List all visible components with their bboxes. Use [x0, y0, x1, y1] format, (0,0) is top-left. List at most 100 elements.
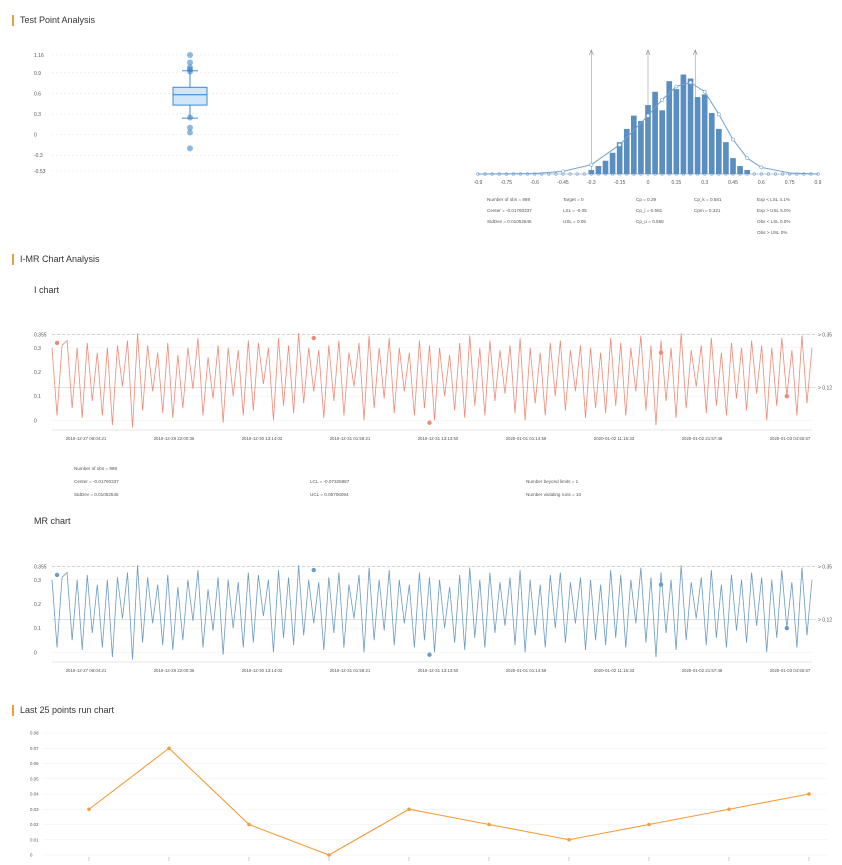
- run-chart-y-tick: 0.01: [30, 837, 39, 842]
- boxplot-outlier: [187, 52, 193, 58]
- mr-chart-highlight-point: [427, 652, 432, 657]
- histogram-stat: Cp_l = 0.581: [636, 208, 663, 213]
- mr-chart-series-line: [51, 565, 813, 660]
- boxplot-outlier: [187, 124, 193, 131]
- histogram-baseline-marker: [795, 172, 799, 176]
- histogram-bar: [673, 89, 680, 174]
- run-chart-point: [87, 807, 91, 812]
- boxplot-outlier: [187, 129, 193, 136]
- histogram-stat: LSL = -0.05: [563, 208, 587, 213]
- run-chart-y-tick: 0.04: [30, 792, 39, 797]
- mr-chart-y-tick: 0.1: [34, 626, 41, 632]
- histogram-bar: [616, 142, 623, 174]
- i-stat-lcl: LCL = -0.07325987: [310, 479, 350, 484]
- mr-chart-title: MR chart: [34, 516, 71, 526]
- histogram-bar: [609, 152, 616, 174]
- histogram-fit-point: [716, 112, 721, 117]
- mr-chart-x-tick: 2020-01-02 11:15:33: [594, 668, 635, 673]
- section-title-test-point: Test Point Analysis: [12, 15, 95, 26]
- histogram-bar: [730, 158, 736, 174]
- i-chart-title: I chart: [34, 285, 60, 295]
- histogram-baseline-marker: [766, 172, 771, 176]
- run-chart-y-tick: 0.03: [30, 807, 39, 812]
- histogram-stat: Cpm = 0.321: [694, 208, 721, 213]
- histogram-x-tick: -0.15: [614, 180, 626, 186]
- histogram-bar: [744, 170, 750, 174]
- i-chart-y-tick: 0.1: [34, 394, 41, 400]
- boxplot-outlier: [187, 68, 193, 75]
- mr-chart-highlight-point: [311, 567, 316, 573]
- histogram-fit-point: [688, 80, 693, 85]
- i-chart-highlight-point: [311, 335, 316, 341]
- i-chart-x-tick: 2020-01-01 01:14:59: [506, 436, 547, 441]
- histogram-bar: [623, 128, 630, 174]
- histogram-fit-point: [731, 137, 735, 142]
- histogram-stat: Exp < LSL 4.1%: [757, 197, 790, 202]
- i-chart-x-tick: 2019-12-27 08:04:21: [66, 436, 107, 441]
- histogram-bar: [602, 160, 609, 174]
- run-chart-y-tick: 0: [30, 853, 33, 858]
- run-chart-y-tick: 0.07: [30, 746, 39, 751]
- i-chart-ucl-label: > 0.35: [818, 332, 832, 338]
- histogram-stat: Target = 0: [563, 197, 584, 202]
- histogram-x-tick: -0.75: [501, 180, 513, 186]
- histogram-x-tick: 0.6: [758, 180, 765, 186]
- histogram-bar: [652, 91, 658, 174]
- mr-chart-x-tick: 2019-12-29 22:00:36: [154, 668, 195, 673]
- i-chart-x-tick: 2019-12-31 01:58:21: [330, 436, 371, 441]
- histogram-x-tick: -0.45: [557, 180, 569, 186]
- i-chart-x-tick: 2020-01-02 21:57:48: [682, 436, 723, 441]
- run-chart-point: [247, 822, 251, 827]
- i-stat-ucl: UCL = 0.05706094: [310, 492, 349, 497]
- mr-chart-y-tick: 0.355: [34, 564, 47, 570]
- i-chart-highlight-point: [54, 340, 60, 346]
- histogram-stat: USL = 0.05: [563, 219, 586, 224]
- histogram-spec-arrow: [589, 49, 594, 56]
- histogram-bar: [737, 166, 743, 174]
- run-chart-y-tick: 0.02: [30, 822, 39, 827]
- histogram-fit-point: [674, 84, 679, 89]
- run-chart-y-tick: 0.06: [30, 761, 39, 766]
- run-chart-point: [327, 853, 331, 857]
- histogram-baseline-marker: [773, 172, 778, 176]
- mr-chart-x-tick: 2020-01-01 01:14:59: [506, 668, 547, 673]
- i-chart-y-tick: 0.2: [34, 370, 41, 376]
- histogram-stat: Number of obs = 998: [487, 197, 531, 202]
- histogram-x-tick: 0.3: [701, 180, 708, 186]
- histogram-bar: [638, 120, 644, 174]
- histogram-x-tick: -0.3: [587, 180, 596, 186]
- boxplot-y-tick: 0.9: [34, 71, 41, 77]
- histogram-x-tick: 0.45: [728, 180, 738, 186]
- run-chart-y-tick: 0.08: [30, 731, 39, 736]
- histogram-bar: [708, 112, 715, 174]
- mr-chart-x-tick: 2020-01-02 21:57:48: [682, 668, 723, 673]
- i-chart-x-tick: 2019-12-30 13:14:02: [242, 436, 283, 441]
- histogram-baseline-marker: [554, 172, 558, 176]
- mr-chart-y-tick: 0.3: [34, 578, 41, 584]
- boxplot-y-tick: 0: [34, 133, 37, 139]
- mr-chart-x-tick: 2019-12-31 13:13:50: [418, 668, 459, 673]
- histogram-fit-point: [617, 142, 622, 147]
- mr-chart-y-tick: 0: [34, 650, 37, 656]
- boxplot-y-tick: 0.3: [34, 112, 41, 118]
- i-chart-x-tick: 2019-12-31 13:13:50: [418, 436, 459, 441]
- mr-chart-x-tick: 2019-12-27 08:04:21: [66, 668, 107, 673]
- histogram-bar: [680, 74, 687, 174]
- histogram-fit-point: [660, 97, 665, 102]
- histogram-fit-point: [646, 113, 650, 118]
- boxplot-box: [172, 86, 208, 106]
- histogram-baseline-marker: [752, 172, 756, 176]
- boxplot-outlier: [187, 145, 193, 152]
- mr-chart-x-tick: 2020-01-03 04:55:57: [770, 668, 811, 673]
- mr-chart: 0.355 0.3 0.2 0.1 0 > 0.35 > 0.12 2019-12-27 08…: [34, 564, 832, 673]
- mr-chart-ucl-label: > 0.35: [818, 564, 832, 570]
- run-chart-y-tick: 0.05: [30, 776, 39, 781]
- histogram-fit-point: [745, 156, 750, 160]
- histogram-stat: Exp > USL 5.0%: [757, 208, 791, 213]
- histogram-baseline-marker: [568, 172, 572, 176]
- i-chart-highlight-point: [658, 350, 664, 355]
- i-chart-highlight-point: [784, 393, 790, 399]
- histogram-spec-arrow: [692, 49, 698, 56]
- i-chart-y-tick: 0: [34, 418, 37, 424]
- histogram-stat: Obs > USL 0%: [757, 230, 788, 235]
